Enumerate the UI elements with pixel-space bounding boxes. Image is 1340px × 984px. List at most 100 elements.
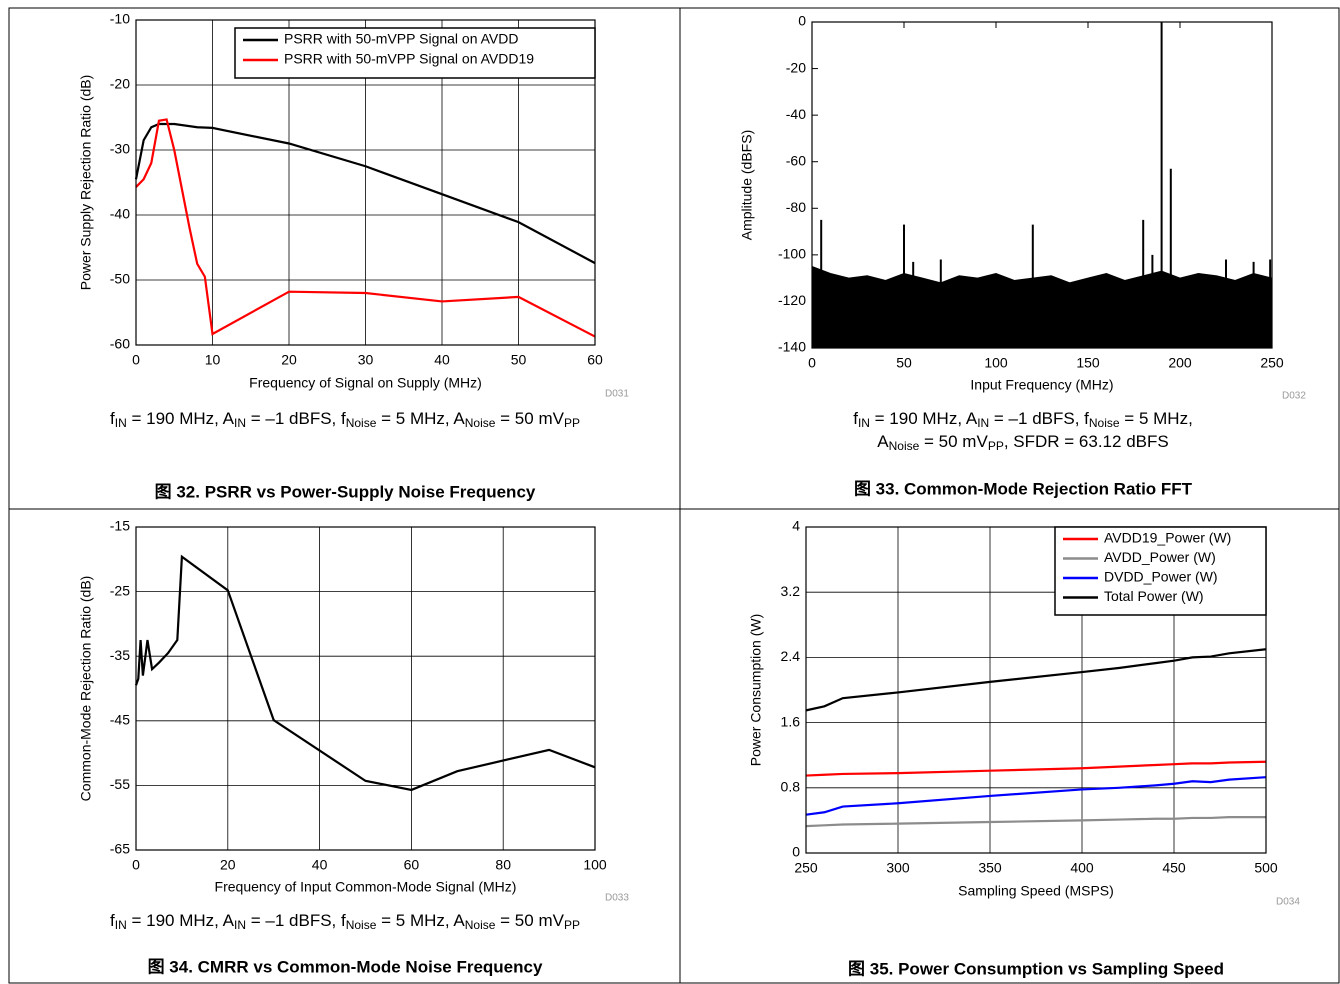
x-tick-label: 0 — [132, 857, 140, 873]
y-tick-label: -15 — [110, 518, 130, 534]
y-tick-label: -35 — [110, 647, 130, 663]
x-tick-label: 50 — [511, 352, 527, 368]
figure-code: D031 — [605, 389, 629, 400]
x-tick-label: 450 — [1162, 860, 1186, 876]
condition-part: f — [110, 409, 115, 428]
y-tick-label: -140 — [778, 339, 806, 355]
x-tick-label: 200 — [1168, 355, 1192, 371]
x-axis-label: Sampling Speed (MSPS) — [958, 883, 1114, 899]
plot-frame — [805, 526, 1267, 854]
x-tick-label: 80 — [495, 857, 511, 873]
legend-label: AVDD_Power (W) — [1104, 549, 1216, 565]
condition-part: IN — [858, 416, 870, 430]
x-tick-label: 300 — [886, 860, 910, 876]
y-tick-label: -80 — [786, 199, 806, 215]
figure-caption: 图 34. CMRR vs Common-Mode Noise Frequenc… — [148, 957, 543, 976]
figure-code: D033 — [605, 893, 629, 904]
legend-box — [1054, 526, 1267, 616]
condition-part: = 5 MHz, — [1120, 409, 1193, 428]
y-axis-label: Power Supply Rejection Ratio (dB) — [78, 75, 94, 291]
y-tick-label: -60 — [786, 152, 806, 168]
figure-caption: 图 35. Power Consumption vs Sampling Spee… — [848, 959, 1224, 978]
condition-part: Noise — [465, 918, 496, 932]
x-tick-label: 250 — [794, 860, 818, 876]
figure-code: D034 — [1276, 897, 1300, 908]
condition-part: = 190 MHz, A — [870, 409, 978, 428]
condition: fIN = 190 MHz, AIN = –1 dBFS, fNoise = 5… — [110, 409, 580, 430]
y-tick-label: -55 — [110, 776, 130, 792]
condition-part: PP — [564, 918, 580, 932]
y-tick-label: 4 — [792, 518, 800, 534]
condition-part: = –1 dBFS, f — [246, 911, 346, 930]
series-line — [135, 118, 596, 338]
noise-floor — [811, 265, 1273, 349]
x-tick-label: 40 — [434, 352, 450, 368]
condition-part: Noise — [1089, 416, 1120, 430]
condition-part: Noise — [346, 416, 377, 430]
condition-part: A — [877, 432, 889, 451]
plot-frame — [135, 19, 596, 346]
x-tick-label: 20 — [281, 352, 297, 368]
legend-label: PSRR with 50-mVPP Signal on AVDD — [284, 31, 518, 47]
legend-label: PSRR with 50-mVPP Signal on AVDD19 — [284, 51, 534, 67]
condition-part: = 190 MHz, A — [127, 409, 235, 428]
series-line — [134, 122, 596, 265]
x-tick-label: 30 — [358, 352, 374, 368]
condition-part: IN — [234, 918, 246, 932]
x-tick-label: 40 — [312, 857, 328, 873]
plot-frame — [811, 21, 1273, 349]
series-line — [805, 760, 1267, 777]
condition-part: = 50 mV — [495, 409, 564, 428]
x-tick-label: 0 — [808, 355, 816, 371]
x-tick-label: 10 — [205, 352, 221, 368]
x-tick-label: 60 — [404, 857, 420, 873]
y-tick-label: -65 — [110, 841, 130, 857]
x-tick-label: 0 — [132, 352, 140, 368]
condition-part: f — [853, 409, 858, 428]
figure-caption: 图 33. Common-Mode Rejection Ratio FFT — [854, 479, 1193, 498]
x-tick-label: 50 — [896, 355, 912, 371]
y-tick-label: -25 — [110, 582, 130, 598]
y-tick-label: -20 — [110, 76, 130, 92]
x-tick-label: 100 — [583, 857, 607, 873]
y-tick-label: 0.8 — [781, 779, 801, 795]
y-tick-label: -40 — [110, 206, 130, 222]
condition-part: IN — [234, 416, 246, 430]
x-tick-label: 500 — [1254, 860, 1278, 876]
figure-code: D032 — [1282, 391, 1306, 402]
condition: fIN = 190 MHz, AIN = –1 dBFS, fNoise = 5… — [853, 409, 1193, 430]
series-line — [134, 554, 596, 792]
y-tick-label: 0 — [798, 13, 806, 29]
condition-part: IN — [115, 918, 127, 932]
legend-box — [234, 27, 596, 79]
y-tick-label: 2.4 — [781, 648, 801, 664]
y-tick-label: -30 — [110, 141, 130, 157]
x-axis-label: Frequency of Signal on Supply (MHz) — [249, 375, 482, 391]
x-tick-label: 150 — [1076, 355, 1100, 371]
y-tick-label: 0 — [792, 844, 800, 860]
condition-part: PP — [564, 416, 580, 430]
y-tick-label: -45 — [110, 712, 130, 728]
x-tick-label: 20 — [220, 857, 236, 873]
y-tick-label: -100 — [778, 246, 806, 262]
condition-part: Noise — [889, 439, 920, 453]
series-line — [805, 816, 1266, 828]
y-axis-label: Power Consumption (W) — [748, 614, 764, 767]
condition-part: = 5 MHz, A — [376, 409, 465, 428]
x-tick-label: 60 — [587, 352, 603, 368]
y-tick-label: -10 — [110, 11, 130, 27]
plot-frame — [135, 526, 596, 851]
condition-part: , SFDR = 63.12 dBFS — [1004, 432, 1169, 451]
condition-part: IN — [115, 416, 127, 430]
figure-caption: 图 32. PSRR vs Power-Supply Noise Frequen… — [155, 482, 536, 501]
page-border — [8, 7, 1340, 984]
legend-label: AVDD19_Power (W) — [1104, 530, 1231, 546]
condition-part: = –1 dBFS, f — [989, 409, 1089, 428]
series-line — [805, 648, 1267, 712]
y-axis-label: Amplitude (dBFS) — [739, 130, 755, 240]
y-tick-label: 1.6 — [781, 713, 801, 729]
x-tick-label: 350 — [978, 860, 1002, 876]
y-tick-label: -50 — [110, 271, 130, 287]
legend-label: Total Power (W) — [1104, 588, 1204, 604]
